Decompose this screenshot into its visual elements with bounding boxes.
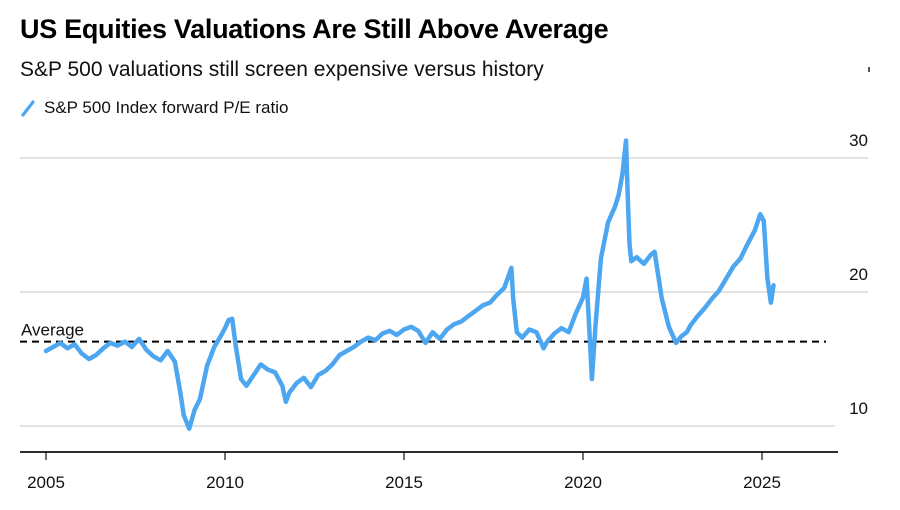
y-tick-label-30: 30 <box>849 131 868 150</box>
series-group <box>43 138 776 431</box>
gridlines <box>20 157 868 427</box>
x-tick-label-2010: 2010 <box>206 473 244 492</box>
chart-subtitle: S&P 500 valuations still screen expensiv… <box>20 58 544 81</box>
y-tick-label-10: 10 <box>849 399 868 418</box>
diagonal-line-icon <box>21 100 35 117</box>
y-axis-labels: 10 20 30 <box>849 131 868 418</box>
corner-mark <box>868 67 870 72</box>
average-label: Average <box>21 321 84 340</box>
legend: S&P 500 Index forward P/E ratio <box>20 98 288 118</box>
x-tick-label-2015: 2015 <box>385 473 423 492</box>
x-tick-label-2025: 2025 <box>743 473 781 492</box>
chart-title: US Equities Valuations Are Still Above A… <box>20 14 609 44</box>
x-axis: 2005 2010 2015 2020 2025 <box>20 451 838 492</box>
legend-label: S&P 500 Index forward P/E ratio <box>44 98 289 117</box>
series-line <box>43 138 776 431</box>
x-tick-label-2020: 2020 <box>564 473 602 492</box>
x-tick-label-2005: 2005 <box>27 473 65 492</box>
y-tick-label-20: 20 <box>849 265 868 284</box>
